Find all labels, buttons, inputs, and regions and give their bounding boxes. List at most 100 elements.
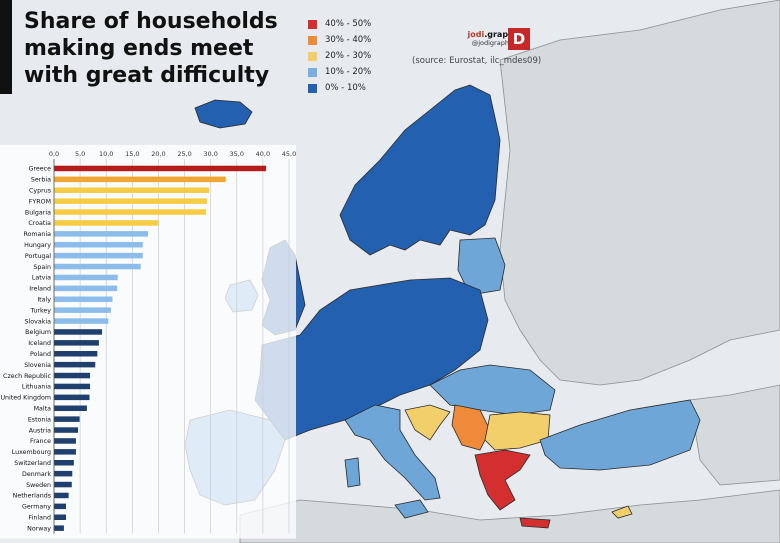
- legend-item: 0% - 10%: [308, 80, 371, 96]
- bar: [54, 307, 111, 313]
- category-label: Romania: [23, 231, 51, 238]
- category-label: Switzerland: [14, 460, 51, 467]
- map-region-islands: [344, 457, 429, 519]
- category-label: Greece: [29, 166, 52, 173]
- category-label: Denmark: [22, 471, 51, 478]
- legend-label: 40% - 50%: [325, 19, 372, 29]
- brand-name: jodi.graphics: [452, 30, 527, 39]
- bar: [54, 449, 76, 455]
- bar: [54, 460, 74, 466]
- x-tick-label: 5,0: [75, 150, 85, 158]
- legend-swatch: [308, 35, 317, 45]
- bar: [54, 361, 96, 368]
- bar: [54, 470, 73, 477]
- map-region-croatia: [404, 404, 451, 441]
- bar: [54, 220, 159, 226]
- x-tick-label: 20,0: [151, 150, 165, 158]
- legend-label: 30% - 40%: [325, 35, 372, 45]
- map-region-baltics: [457, 237, 506, 296]
- legend: 40% - 50% 30% - 40% 20% - 30% 10% - 20% …: [308, 16, 371, 96]
- category-label: Poland: [30, 351, 51, 358]
- title-line: making ends meet: [24, 36, 254, 61]
- map-region-iceland: [194, 99, 253, 129]
- page-title: Share of households making ends meet wit…: [24, 8, 324, 89]
- bar: [54, 242, 143, 248]
- category-label: Ireland: [29, 286, 51, 293]
- legend-item: 20% - 30%: [308, 48, 371, 64]
- bar: [54, 274, 118, 281]
- bar: [54, 372, 91, 379]
- title-line: Share of households: [24, 9, 278, 34]
- bar: [54, 503, 67, 510]
- category-label: Slovenia: [24, 362, 51, 369]
- map-region-cyprus: [611, 505, 633, 519]
- bar: [54, 263, 141, 270]
- bar-chart: 0,0 5,0 10,0 15,0 20,0 25,0 30,0 35,0 40,0 45,0 Gr…: [0, 145, 296, 539]
- category-label: Portugal: [25, 253, 51, 260]
- legend-item: 40% - 50%: [308, 16, 371, 32]
- category-label: Belgium: [25, 329, 51, 336]
- bar: [54, 383, 91, 390]
- title-line: with great difficulty: [24, 63, 270, 88]
- category-label: Czech Republic: [3, 373, 51, 380]
- bar: [54, 438, 76, 444]
- category-label: Spain: [33, 264, 51, 271]
- legend-swatch: [308, 51, 317, 61]
- category-label: Austria: [29, 427, 51, 434]
- category-label: Turkey: [30, 307, 52, 314]
- category-label: Estonia: [28, 416, 51, 423]
- bar: [54, 296, 113, 302]
- bar: [54, 285, 118, 292]
- x-tick-label: 30,0: [203, 150, 217, 158]
- brand-logo-icon: D: [508, 28, 530, 50]
- category-label: United Kingdom: [0, 395, 51, 402]
- bar: [54, 525, 64, 531]
- bar: [54, 427, 79, 433]
- category-label: Germany: [22, 504, 51, 511]
- legend-label: 0% - 10%: [325, 83, 366, 93]
- category-label: Iceland: [28, 340, 51, 347]
- category-label: France: [30, 438, 51, 445]
- brand-handle: @jodigraphics15: [471, 39, 526, 47]
- legend-swatch: [308, 19, 317, 29]
- bar: [54, 405, 87, 411]
- category-label: Finland: [28, 514, 51, 521]
- bar: [54, 187, 210, 193]
- category-label: Italy: [37, 296, 51, 303]
- bar: [54, 514, 67, 520]
- legend-label: 20% - 30%: [325, 51, 372, 61]
- bar: [54, 481, 72, 488]
- bar: [54, 209, 206, 215]
- legend-swatch: [308, 83, 317, 93]
- map-region-turkey: [539, 399, 701, 471]
- bar: [54, 198, 208, 204]
- category-label: Sweden: [26, 482, 51, 489]
- x-tick-label: 10,0: [99, 150, 113, 158]
- legend-item: 10% - 20%: [308, 64, 371, 80]
- category-label: Latvia: [32, 275, 51, 282]
- category-label: Serbia: [31, 177, 51, 184]
- map-region-scandinavia: [339, 84, 501, 256]
- x-tick-label: 25,0: [177, 150, 191, 158]
- category-label: Cyprus: [29, 187, 51, 194]
- map-region-bulgaria: [484, 411, 551, 451]
- brand-name-accent: jodi: [467, 30, 485, 39]
- map-nonmember-middleeast: [689, 384, 780, 486]
- bar: [54, 340, 99, 346]
- bar: [54, 329, 103, 335]
- bar: [54, 231, 148, 237]
- category-label: Croatia: [28, 220, 51, 227]
- source-note: (source: Eurostat, ilc_mdes09): [412, 56, 542, 66]
- x-tick-label: 35,0: [230, 150, 244, 158]
- map-region-italy: [344, 404, 441, 501]
- category-label: FYROM: [29, 198, 51, 205]
- category-label: Luxembourg: [12, 449, 51, 456]
- legend-swatch: [308, 67, 317, 77]
- map-nonmember-east: [499, 0, 780, 386]
- x-tick-label: 40,0: [256, 150, 270, 158]
- map-nonmember-africa: [239, 489, 780, 543]
- bar: [54, 252, 143, 259]
- bar: [54, 318, 109, 324]
- legend-item: 30% - 40%: [308, 32, 371, 48]
- bar: [54, 351, 98, 357]
